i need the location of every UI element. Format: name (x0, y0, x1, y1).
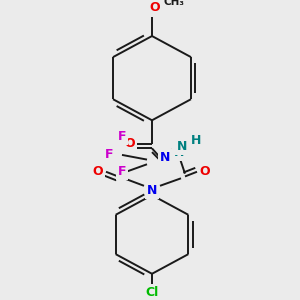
Text: Cl: Cl (146, 286, 159, 299)
Text: CH₃: CH₃ (164, 0, 184, 7)
Text: F: F (118, 165, 126, 178)
Text: O: O (200, 165, 210, 178)
Text: N: N (177, 140, 187, 153)
Text: O: O (150, 2, 160, 14)
Text: F: F (105, 148, 113, 161)
Text: O: O (125, 137, 135, 150)
Text: F: F (118, 130, 126, 143)
Text: H: H (191, 134, 201, 147)
Text: H: H (174, 146, 184, 159)
Text: N: N (160, 151, 170, 164)
Text: O: O (93, 165, 103, 178)
Text: N: N (147, 184, 157, 197)
